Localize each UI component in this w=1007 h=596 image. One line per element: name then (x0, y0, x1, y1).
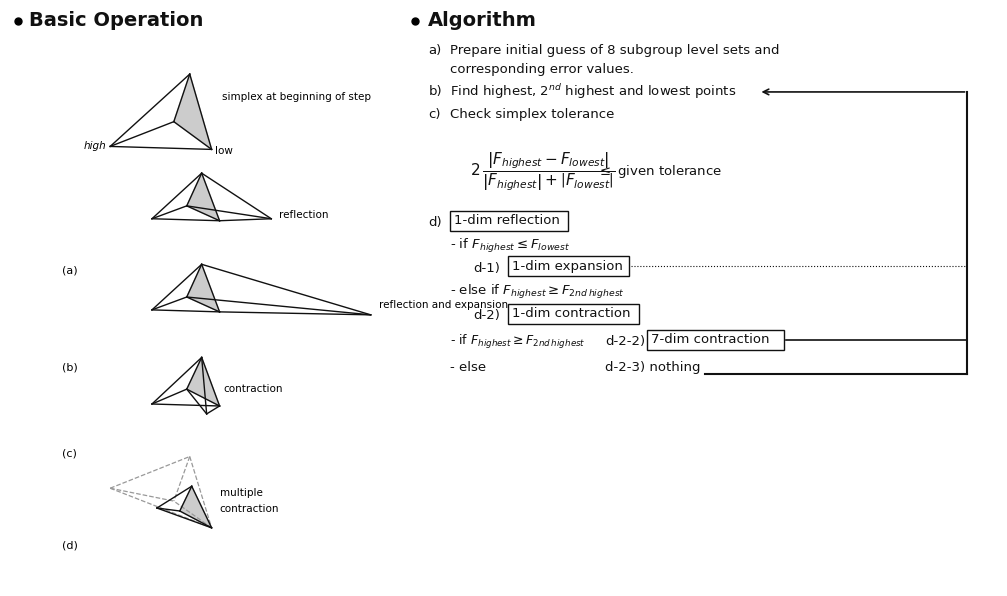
Polygon shape (186, 264, 220, 312)
Text: high: high (84, 141, 106, 151)
Text: d): d) (428, 216, 442, 229)
Text: 1-dim reflection: 1-dim reflection (454, 214, 560, 227)
Text: a): a) (428, 44, 442, 57)
Text: $\leq$ given tolerance: $\leq$ given tolerance (597, 163, 723, 179)
Text: contraction: contraction (224, 384, 283, 394)
Text: - else: - else (450, 361, 486, 374)
Bar (508, 256, 629, 276)
Text: - else if $F_{highest} \geq F_{2nd\,highest}$: - else if $F_{highest} \geq F_{2nd\,high… (450, 283, 625, 301)
Text: 1-dim expansion: 1-dim expansion (512, 260, 622, 273)
Text: contraction: contraction (220, 504, 279, 514)
Text: Basic Operation: Basic Operation (28, 11, 203, 30)
Text: b): b) (428, 85, 442, 98)
Bar (508, 304, 639, 324)
Bar (648, 330, 784, 349)
Text: (d): (d) (62, 541, 79, 551)
Text: Check simplex tolerance: Check simplex tolerance (450, 108, 614, 121)
Text: (b): (b) (62, 362, 79, 372)
Text: $2\,\dfrac{\left|F_{highest} - F_{lowest}\right|}{\left|F_{highest}\right| + \le: $2\,\dfrac{\left|F_{highest} - F_{lowest… (470, 150, 616, 193)
Polygon shape (186, 173, 220, 221)
Polygon shape (174, 74, 211, 150)
Text: reflection: reflection (279, 210, 328, 220)
Text: simplex at beginning of step: simplex at beginning of step (222, 92, 371, 102)
Text: 7-dim contraction: 7-dim contraction (652, 333, 769, 346)
Polygon shape (180, 486, 211, 528)
Text: d-2): d-2) (473, 309, 500, 322)
Text: (c): (c) (62, 449, 78, 458)
Text: corresponding error values.: corresponding error values. (450, 63, 634, 76)
Text: - if $F_{highest} \leq F_{lowest}$: - if $F_{highest} \leq F_{lowest}$ (450, 237, 570, 256)
Text: (a): (a) (62, 265, 79, 275)
Text: Find highest, 2$^{nd}$ highest and lowest points: Find highest, 2$^{nd}$ highest and lowes… (450, 82, 737, 101)
Text: multiple: multiple (220, 488, 263, 498)
Text: Algorithm: Algorithm (427, 11, 537, 30)
Text: low: low (214, 147, 233, 156)
Text: d-1): d-1) (473, 262, 500, 275)
Text: 1-dim contraction: 1-dim contraction (512, 308, 630, 321)
Text: - if $F_{highest} \geq F_{2nd\,highest}$: - if $F_{highest} \geq F_{2nd\,highest}$ (450, 333, 586, 350)
Polygon shape (186, 358, 220, 406)
Bar (450, 211, 568, 231)
Text: d-2-3) nothing: d-2-3) nothing (605, 361, 701, 374)
Text: reflection and expansion: reflection and expansion (379, 300, 508, 310)
Text: c): c) (428, 108, 441, 121)
Text: Prepare initial guess of 8 subgroup level sets and: Prepare initial guess of 8 subgroup leve… (450, 44, 779, 57)
Text: d-2-2): d-2-2) (605, 335, 645, 348)
